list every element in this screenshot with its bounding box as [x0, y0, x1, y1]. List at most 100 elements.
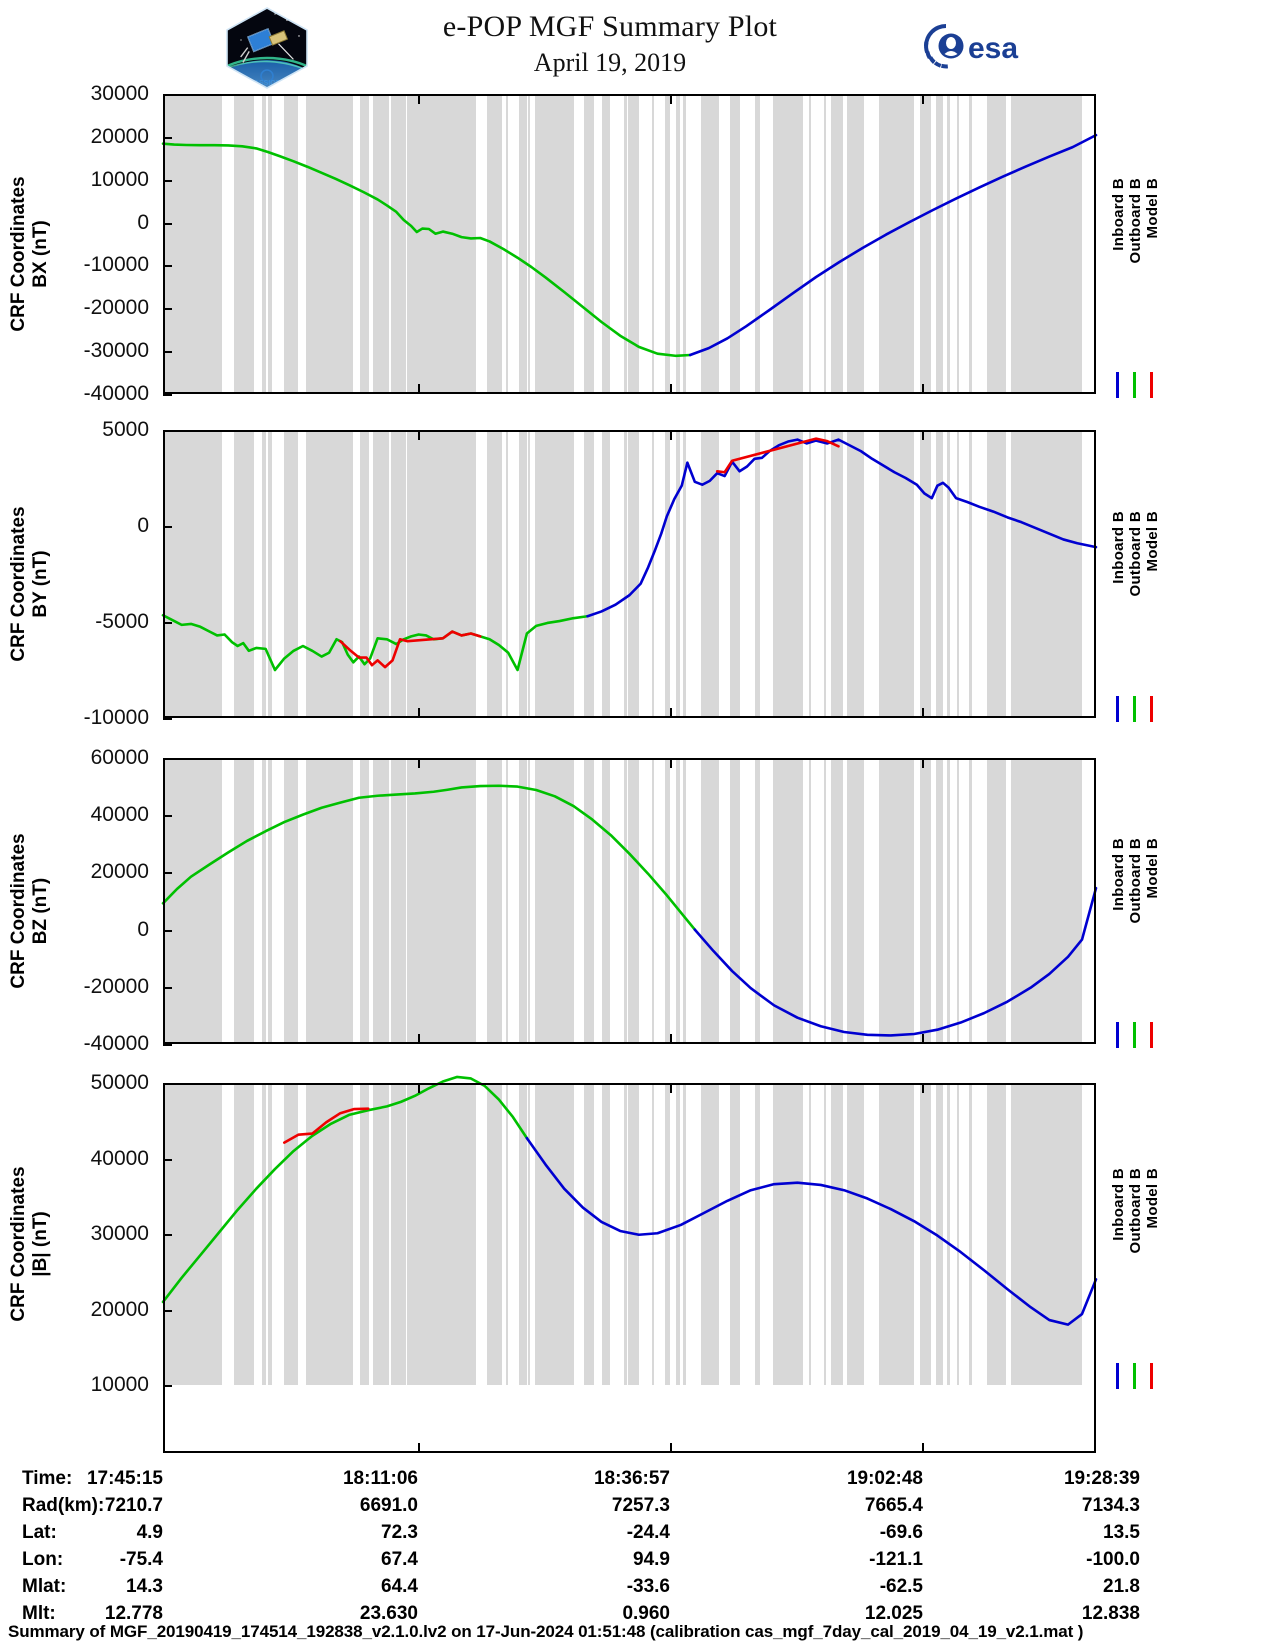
y-tick-mark [163, 1385, 172, 1387]
table-cell: 12.025 [864, 1603, 923, 1624]
legend-swatch-inboard-b [1116, 372, 1119, 398]
table-cell: 12.838 [1081, 1603, 1140, 1624]
legend-label-outboard-b: Outboard B [1127, 838, 1144, 924]
footer-caption: Summary of MGF_20190419_174514_192838_v2… [8, 1622, 1084, 1641]
x-tick-mark-bottom [669, 1034, 672, 1044]
mission-logo-caption: CASSIOPE [249, 80, 286, 87]
y-tick-mark [163, 351, 172, 354]
y-tick-mark [163, 179, 172, 182]
legend-label-outboard-b: Outboard B [1127, 178, 1144, 264]
y-axis-title-line2: BY (nT) [30, 550, 51, 618]
x-tick-mark-bottom [417, 384, 420, 394]
y-tick-label: -30000 [83, 339, 149, 363]
table-cell: 72.3 [381, 1522, 418, 1543]
x-tick-mark-bottom [669, 708, 672, 718]
y-tick-label: -5000 [95, 610, 149, 633]
trace-bmag-1 [282, 1107, 370, 1144]
data-coverage-shading [163, 758, 1096, 1044]
x-tick-mark-bottom [417, 1443, 420, 1453]
table-row-label: Lon: [22, 1549, 64, 1570]
plot-panel-bz: 60000 40000 20000 0 -20000 -40000 CRF Coordina… [8, 746, 1161, 1055]
y-axis-title-bz: CRF Coordinates BZ (nT) [8, 768, 52, 1054]
data-coverage-shading [163, 94, 1096, 394]
table-cell: 94.9 [633, 1549, 670, 1570]
legend-label-outboard-b: Outboard B [1127, 510, 1144, 597]
x-tick-mark-bottom [922, 384, 925, 394]
trace-canvas-by [161, 437, 1098, 672]
y-tick-label: 30000 [90, 82, 149, 105]
legend-label-model-b: Model B [1144, 838, 1161, 899]
y-axis-title-line1: CRF Coordinates [8, 176, 29, 332]
x-tick-mark-bottom [922, 1443, 925, 1453]
table-row-label: Rad(km): [22, 1495, 105, 1516]
y-tick-mark [163, 265, 172, 268]
y-tick-mark [163, 526, 172, 528]
trace-by-2 [586, 438, 1098, 618]
legend-swatch-inboard-b [1116, 1363, 1119, 1389]
trace-canvas-bz [161, 784, 1098, 1037]
table-row: Time: 17:45:15 18:11:06 18:36:57 19:02:48 19:… [0, 1468, 1275, 1495]
table-row: Lat: 4.9 72.3 -24.4 -69.6 13.5 [0, 1522, 1275, 1549]
legend-swatch-outboard-b [1133, 372, 1136, 398]
legend-label-inboard-b: Inboard B [1110, 838, 1127, 911]
table-cell: 17:45:15 [86, 1468, 163, 1489]
legend-bx: Inboard B Outboard B Model B [1110, 94, 1190, 398]
plot-title-block: e-POP MGF Summary Plot April 19, 2019 [330, 8, 890, 80]
table-cell: 19:02:48 [846, 1468, 923, 1489]
legend-label-outboard-b: Outboard B [1127, 1167, 1144, 1254]
y-axis-title-line2: BX (nT) [30, 220, 51, 288]
y-tick-label: 0 [137, 514, 149, 537]
legend-swatch-model-b [1150, 696, 1153, 722]
y-tick-label: 0 [137, 210, 149, 234]
y-tick-mark [163, 1309, 172, 1312]
axes-frame-bx [163, 94, 1096, 394]
y-tick-mark [163, 1234, 172, 1236]
cassiope-mission-logo-icon: CASSIOPE [221, 6, 313, 90]
y-tick-mark [163, 394, 172, 396]
x-tick-mark-top [417, 758, 420, 768]
y-tick-label: -40000 [83, 382, 149, 405]
x-tick-mark-top [669, 1083, 672, 1093]
y-axis-title-bx: CRF Coordinates BX (nT) [8, 104, 52, 404]
y-axis-title-by: CRF Coordinates BY (nT) [8, 440, 52, 728]
x-tick-mark-bottom [417, 708, 420, 718]
table-row-label: Time: [22, 1468, 73, 1489]
page-subtitle: April 19, 2019 [533, 48, 687, 77]
y-axis-title-line2: BZ (nT) [30, 877, 51, 945]
table-cell: 67.4 [381, 1549, 418, 1570]
x-tick-mark-bottom [922, 708, 925, 718]
table-cell: 18:11:06 [342, 1468, 418, 1489]
y-axis-title-bmag: CRF Coordinates |B| (nT) [8, 1093, 52, 1395]
table-cell: 18:36:57 [593, 1468, 670, 1489]
legend-label-model-b: Model B [1144, 1167, 1161, 1228]
trace-canvas-bx [161, 133, 1098, 358]
trace-bmag-0 [161, 1075, 529, 1304]
esa-logo-icon: esa [922, 22, 1042, 70]
x-tick-mark-bottom [669, 384, 672, 394]
axes-frame-by [163, 430, 1096, 718]
data-coverage-shading [163, 430, 1096, 718]
plot-panel-bx: 30000 20000 10000 0 -10000 -20000 -30000 -40000… [8, 82, 1161, 405]
esa-logo-text: esa [968, 32, 1018, 65]
legend-label-inboard-b: Inboard B [1110, 510, 1127, 584]
plot-header: CASSIOPE e-POP MGF Summary Plot April 19… [0, 0, 1275, 92]
y-tick-mark [163, 430, 172, 432]
table-cell: 23.630 [359, 1603, 418, 1624]
axes-frame-bmag [163, 1083, 1096, 1453]
y-tick-label: -20000 [83, 296, 149, 320]
legend-swatch-model-b [1150, 372, 1153, 398]
y-tick-label: 20000 [90, 1297, 149, 1321]
y-tick-mark [163, 136, 172, 139]
y-tick-mark [163, 986, 172, 989]
x-tick-mark-top [417, 1083, 420, 1093]
y-tick-mark [163, 308, 172, 311]
trace-bz-0 [161, 784, 697, 931]
legend-bz: Inboard B Outboard B Model B [1110, 758, 1190, 1048]
y-axis-bx: 30000 20000 10000 0 -10000 -20000 -30000 -40000 [8, 82, 172, 405]
ephemeris-table: Time: 17:45:15 18:11:06 18:36:57 19:02:48 19:… [0, 1468, 1275, 1630]
table-cell: -33.6 [626, 1576, 670, 1597]
y-axis-bz: 60000 40000 20000 0 -20000 -40000 [8, 746, 172, 1055]
x-tick-mark-top [922, 1083, 925, 1093]
table-cell: 0.960 [622, 1603, 670, 1624]
y-axis-bmag: 50000 40000 30000 20000 10000 [8, 1071, 172, 1396]
